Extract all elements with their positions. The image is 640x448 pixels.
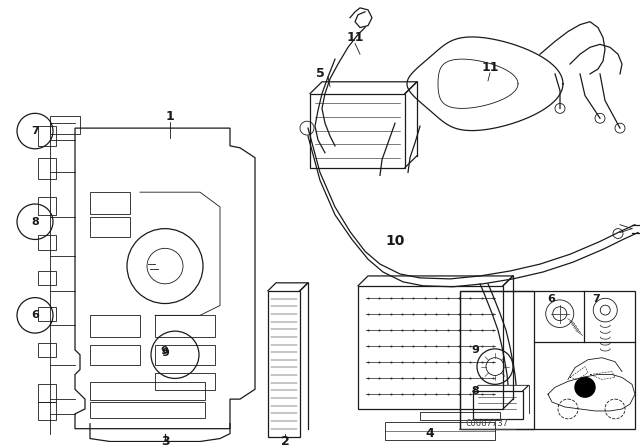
Bar — [155, 315, 215, 337]
Text: 10: 10 — [385, 234, 404, 249]
Bar — [90, 345, 140, 365]
Text: 11: 11 — [346, 31, 364, 44]
Bar — [38, 235, 56, 250]
Text: 9: 9 — [472, 345, 480, 355]
Bar — [460, 291, 635, 429]
Text: 6: 6 — [31, 310, 39, 320]
Text: 11: 11 — [481, 60, 499, 73]
Bar — [38, 343, 56, 357]
Bar — [155, 345, 215, 365]
Bar — [38, 197, 56, 215]
Bar — [50, 116, 80, 134]
Text: 1: 1 — [166, 110, 174, 123]
Text: 4: 4 — [426, 427, 435, 440]
Bar — [90, 402, 205, 418]
Text: C0087737: C0087737 — [465, 419, 509, 428]
Bar — [90, 315, 140, 337]
Text: 9: 9 — [161, 348, 169, 358]
Bar — [38, 158, 56, 179]
Text: 9: 9 — [160, 346, 168, 356]
Text: 5: 5 — [316, 67, 324, 80]
Bar — [460, 291, 534, 429]
Bar — [472, 391, 522, 419]
Bar — [420, 412, 500, 420]
Text: 7: 7 — [593, 293, 600, 304]
Bar — [38, 307, 56, 321]
Circle shape — [575, 378, 595, 397]
Bar — [385, 422, 495, 439]
Bar — [358, 286, 503, 409]
Bar — [90, 192, 130, 214]
Text: 3: 3 — [161, 435, 170, 448]
Bar — [310, 94, 405, 168]
Text: 8: 8 — [31, 217, 39, 227]
Bar — [268, 291, 300, 436]
Text: 8: 8 — [472, 387, 479, 396]
Bar — [90, 217, 130, 237]
Text: 6: 6 — [547, 293, 555, 304]
Bar — [38, 384, 56, 402]
Bar — [38, 126, 56, 146]
Text: 7: 7 — [31, 126, 39, 136]
Bar — [38, 402, 56, 420]
Bar — [155, 373, 215, 390]
Bar — [90, 383, 205, 400]
Bar — [38, 271, 56, 285]
Text: 2: 2 — [280, 435, 289, 448]
